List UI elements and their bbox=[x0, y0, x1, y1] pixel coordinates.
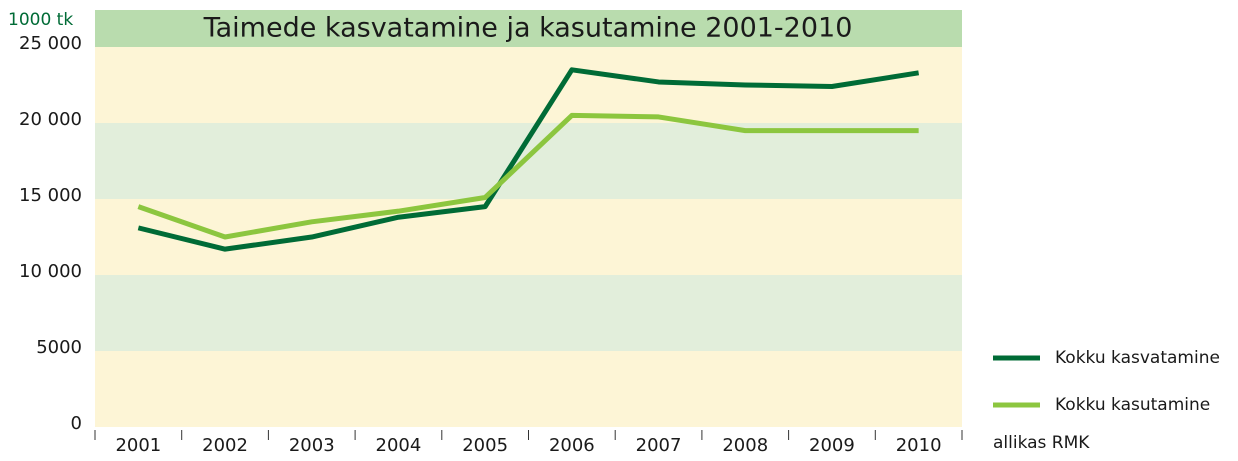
x-tick-label: 2010 bbox=[896, 435, 942, 456]
y-tick-label: 20 000 bbox=[19, 109, 82, 130]
title-band bbox=[95, 10, 962, 47]
x-tick-label: 2004 bbox=[376, 435, 422, 456]
x-tick-label: 2009 bbox=[809, 435, 855, 456]
x-tick-label: 2006 bbox=[549, 435, 595, 456]
x-tick-label: 2005 bbox=[462, 435, 508, 456]
x-tick-label: 2007 bbox=[636, 435, 682, 456]
legend-label: Kokku kasvatamine bbox=[1055, 348, 1220, 368]
y-tick-label: 25 000 bbox=[19, 33, 82, 54]
grid-band bbox=[95, 351, 962, 427]
y-axis-label: 1000 tk bbox=[8, 10, 73, 30]
x-tick-label: 2001 bbox=[115, 435, 161, 456]
chart-title: Taimede kasvatamine ja kasutamine 2001-2… bbox=[203, 13, 853, 44]
x-tick-label: 2003 bbox=[289, 435, 335, 456]
legend-label: Kokku kasutamine bbox=[1055, 395, 1210, 415]
y-tick-label: 15 000 bbox=[19, 185, 82, 206]
source-note: allikas RMK bbox=[993, 433, 1090, 453]
grid-band bbox=[95, 275, 962, 351]
y-tick-label: 10 000 bbox=[19, 261, 82, 282]
y-tick-label: 0 bbox=[71, 413, 82, 434]
x-tick-label: 2002 bbox=[202, 435, 248, 456]
series-line bbox=[137, 112, 919, 240]
x-tick-label: 2008 bbox=[722, 435, 768, 456]
y-tick-label: 5000 bbox=[36, 337, 82, 358]
series-line bbox=[137, 67, 920, 252]
